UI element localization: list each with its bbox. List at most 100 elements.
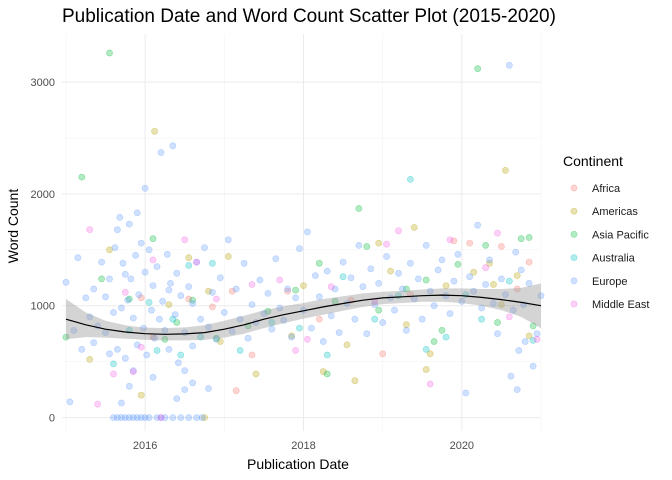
data-point [143,351,151,359]
data-point [260,310,268,317]
data-point [383,253,390,260]
data-point [86,226,94,234]
data-point [264,289,272,297]
data-point [402,285,410,293]
data-point [98,275,105,283]
data-point [276,304,284,312]
data-point [148,306,155,314]
data-point [482,241,489,249]
data-point [106,275,113,283]
data-point [533,335,541,343]
data-point [149,256,157,264]
data-point [159,297,166,305]
data-point [106,350,113,358]
data-point [82,294,90,302]
data-point [129,314,137,322]
data-point [363,243,371,250]
data-point [438,326,446,334]
data-point [110,360,117,368]
data-point [137,414,145,421]
data-point [244,334,252,342]
data-point [272,255,280,263]
data-point [339,273,347,281]
data-point [212,295,220,303]
data-point [111,244,119,251]
data-point [517,266,525,274]
data-point [161,335,169,343]
data-point [335,329,343,336]
axes: 2016 2018 2020 0 1000 2000 3000 [31,77,475,452]
data-point [161,414,169,421]
data-point [533,330,541,338]
data-point [288,333,295,341]
data-point [517,235,525,243]
data-point [466,239,474,247]
data-point [497,275,505,283]
data-point [137,343,145,351]
data-point [121,414,129,421]
data-point [383,240,390,248]
data-point [296,245,303,253]
confidence-ribbon [66,283,541,341]
data-point [228,287,236,295]
data-point [125,414,133,421]
data-point [363,330,371,338]
data-point [422,366,430,373]
data-point [228,328,236,335]
data-point [116,213,124,221]
smooth-curve [65,294,542,335]
data-point [292,347,299,354]
data-point [224,236,232,244]
data-point [133,414,141,421]
data-point [149,235,157,243]
data-point [121,270,129,278]
data-point [124,296,132,304]
data-point [78,345,86,353]
data-point [185,262,193,269]
data-point [367,265,375,273]
data-point [319,338,327,345]
data-point [426,380,434,388]
data-point [505,61,513,69]
data-point [177,414,185,421]
data-point [529,336,537,344]
data-point [165,286,173,294]
data-point [319,368,327,376]
data-point [151,334,158,342]
data-point [379,319,387,326]
data-point [454,250,462,258]
y-tick-label: 1000 [31,301,55,313]
smooth-trend-line [65,294,542,335]
data-point [252,370,260,378]
data-point [177,351,185,359]
data-point [216,338,224,345]
data-point [118,414,125,421]
data-point [118,304,125,312]
data-point [163,250,171,258]
data-point [507,372,515,380]
data-point [157,414,165,421]
data-point [395,227,402,235]
data-point [497,243,505,250]
data-point [157,149,165,156]
data-point [359,283,367,291]
data-point [505,277,513,285]
data-point [505,313,513,321]
data-point [422,241,430,249]
data-point [494,319,501,326]
data-point [189,296,196,304]
data-point [454,260,462,268]
data-point [248,301,256,308]
data-point [537,292,545,300]
data-point [501,166,509,174]
data-point [165,345,173,353]
data-point [446,236,454,244]
data-point [478,304,485,312]
data-point [529,362,537,370]
data-point [256,276,264,284]
data-point [220,309,228,316]
data-point [264,307,272,315]
data-point [521,338,529,345]
data-point [490,281,497,288]
